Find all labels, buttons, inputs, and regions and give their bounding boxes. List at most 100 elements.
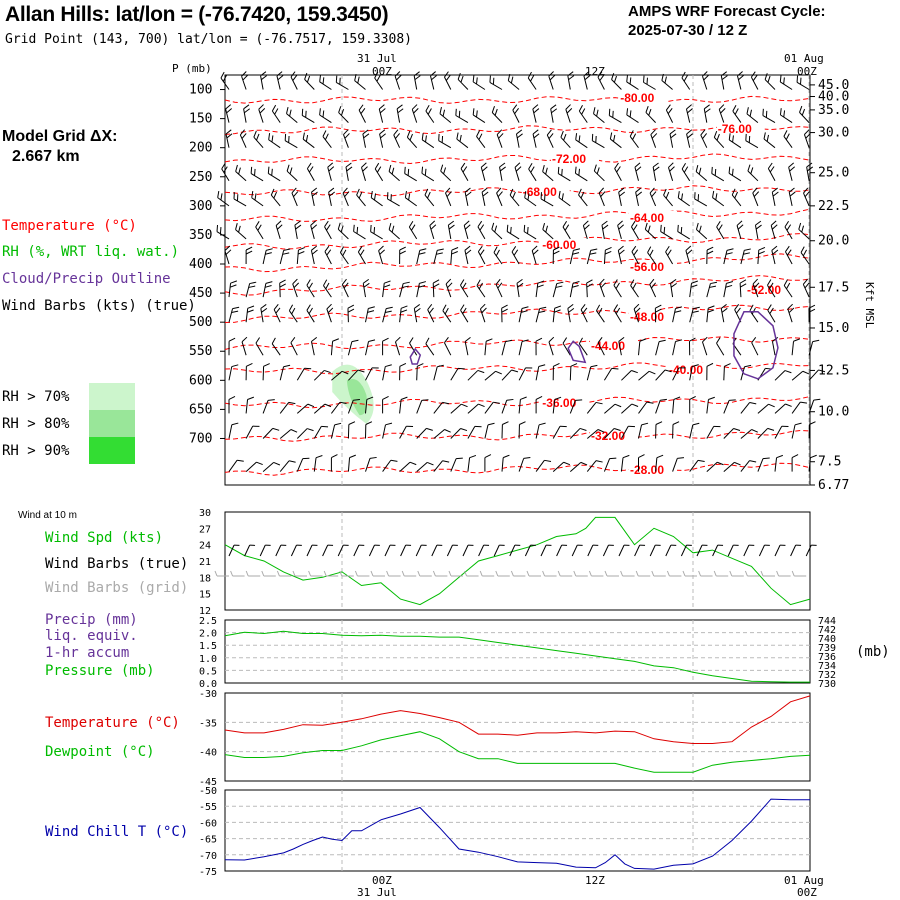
wind-speed-tick-label: 15 [199, 590, 211, 601]
wind-speed-tick-label: 30 [199, 508, 211, 519]
wind-barb-icon [450, 367, 465, 381]
wind-barb-icon [370, 191, 383, 207]
label-mb-right: (mb) [856, 644, 890, 660]
wind-barb-icon [603, 367, 619, 381]
wind-barb-icon [327, 162, 335, 181]
wind-barb-icon [356, 188, 366, 207]
wind-barb-icon [608, 108, 622, 124]
wind-barb-icon [799, 105, 810, 123]
wind-barb-icon [463, 220, 471, 240]
wind-barb-icon [740, 248, 751, 265]
wind-barb-icon [650, 129, 658, 148]
wind-barb-icon [450, 428, 468, 439]
wind-barb-icon [552, 461, 571, 472]
wind-barb-icon [245, 281, 257, 298]
label-barbs-grid: Wind Barbs (grid) [45, 580, 189, 596]
isotherm-label: -28.00 [630, 463, 664, 477]
wind-barb-icon [347, 304, 355, 323]
bottom-date-31jul: 31 Jul [357, 886, 397, 899]
wind-barb-icon [681, 71, 691, 90]
rh80-swatch [89, 410, 135, 437]
wind-barb-icon [567, 304, 575, 323]
wind-barb-icon [370, 224, 383, 240]
pressure-line [224, 630, 810, 683]
wind-barb-icon [552, 281, 564, 298]
wind-barb-icon [764, 73, 776, 90]
wind-barb-icon [655, 369, 672, 381]
wind-barb-icon [408, 221, 418, 240]
wind-barb-icon [279, 364, 291, 381]
wind-barb-grid-icon [245, 570, 261, 577]
wind-barb-icon [669, 129, 677, 148]
wind-barb-icon [491, 106, 503, 123]
isotherm-label-bg [551, 152, 599, 165]
wind-barb-icon [501, 421, 509, 439]
wind-barb-icon [660, 224, 673, 240]
grid-point-subtitle: Grid Point (143, 700) lat/lon = (-76.751… [5, 32, 412, 47]
isotherm-line [224, 429, 811, 442]
wind-barb-icon [393, 129, 401, 148]
wind-barb-icon [411, 104, 419, 123]
wind-barb-icon [791, 454, 799, 472]
wind-barb-icon [723, 281, 733, 298]
wind-barb-icon [680, 544, 692, 557]
wind-barb-icon [774, 454, 784, 472]
wind-chill-tick-label: -75 [199, 867, 217, 878]
wind-barb-icon [695, 222, 708, 240]
wind-barb-icon [586, 248, 598, 265]
wind-barb-icon [255, 337, 264, 356]
wind-barb-icon [310, 336, 318, 356]
wind-barb-icon [620, 454, 630, 472]
wind-barb-icon [700, 129, 708, 148]
wind-barb-icon [310, 220, 318, 240]
wind-barb-icon [535, 306, 547, 323]
wind-barb-icon [655, 398, 667, 414]
wind-barb-icon [424, 188, 435, 207]
wind-barb-icon [727, 544, 739, 557]
wind-barb-icon [445, 278, 453, 298]
wind-barb-icon [343, 129, 350, 148]
wind-barb-icon [655, 339, 666, 356]
wind-barb-icon [757, 457, 770, 472]
wind-barb-icon [779, 75, 793, 90]
wind-barb-icon [460, 279, 469, 298]
wind-barb-icon [313, 425, 329, 439]
wind-barb-icon [324, 245, 332, 265]
wind-barb-icon [491, 222, 503, 240]
wind-barb-icon [450, 403, 468, 414]
temperature-line [224, 695, 811, 744]
wind-barb-icon [262, 427, 280, 439]
isotherm-label-bg [590, 339, 638, 352]
wind-barb-icon [290, 71, 298, 90]
wind-barb-icon [614, 162, 622, 182]
isotherm-label-bg [716, 122, 765, 135]
wind-barb-icon [493, 246, 503, 265]
isotherm-line [224, 208, 811, 222]
wind-barb-icon [319, 75, 332, 90]
wind-barb-icon [442, 304, 452, 323]
wind-barb-icon [416, 461, 434, 472]
wind-barb-icon [348, 369, 365, 381]
wind-barb-icon [245, 425, 260, 439]
pressure-tick-label: 700 [189, 431, 212, 446]
wind-barb-icon [638, 454, 645, 472]
wind-barb-icon [262, 281, 273, 298]
wind-barb-icon [569, 399, 583, 414]
wind-barb-icon [361, 162, 368, 181]
wind-barb-grid-icon [386, 570, 401, 577]
wind-barb-grid-icon [776, 570, 791, 577]
wind-barb-icon [597, 337, 605, 356]
precip-tick-label: 0.0 [199, 679, 217, 690]
pressure-tick-label: 736 [818, 652, 836, 663]
wind-barb-icon [416, 399, 429, 414]
wind-barb-icon [518, 421, 526, 439]
wind-barb-icon [330, 454, 338, 472]
forecast-cycle-label: AMPS WRF Forecast Cycle: [628, 3, 826, 20]
wind-barb-icon [476, 130, 486, 148]
wind-barb-grid-icon [479, 570, 495, 577]
wind-barb-icon [354, 73, 366, 90]
wind-barb-icon [591, 133, 605, 149]
wind-barb-icon [578, 104, 588, 123]
forecast-cycle-value: 2025-07-30 / 12 Z [628, 22, 748, 39]
wind-barb-icon [524, 191, 537, 207]
